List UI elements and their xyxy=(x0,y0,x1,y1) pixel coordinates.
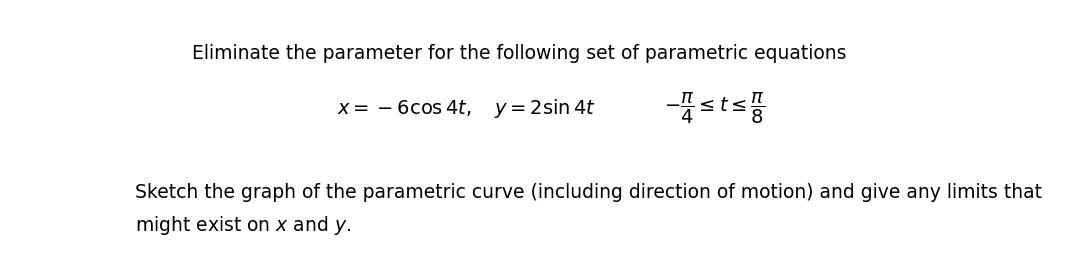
Text: Sketch the graph of the parametric curve (including direction of motion) and giv: Sketch the graph of the parametric curve… xyxy=(135,183,1042,202)
Text: might exist on $\mathit{x}$ and $\mathit{y}$.: might exist on $\mathit{x}$ and $\mathit… xyxy=(135,214,352,237)
Text: $\mathit{x} = -6\cos 4\mathit{t},\quad \mathit{y} = 2\sin 4\mathit{t}$: $\mathit{x} = -6\cos 4\mathit{t},\quad \… xyxy=(337,97,596,120)
Text: $-\dfrac{\pi}{4} \leq \mathit{t} \leq \dfrac{\pi}{8}$: $-\dfrac{\pi}{4} \leq \mathit{t} \leq \d… xyxy=(664,91,766,126)
Text: Eliminate the parameter for the following set of parametric equations: Eliminate the parameter for the followin… xyxy=(193,44,847,63)
